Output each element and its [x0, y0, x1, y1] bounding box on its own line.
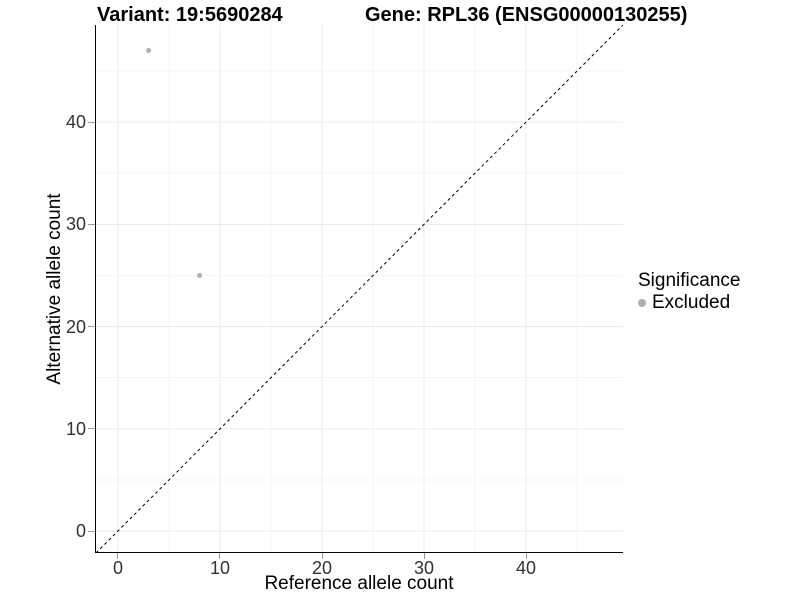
legend: Significance Excluded — [638, 270, 740, 313]
legend-title: Significance — [638, 270, 741, 291]
legend-item-excluded: Excluded — [638, 293, 740, 313]
x-tick-mark — [525, 553, 527, 559]
y-tick-mark — [88, 121, 95, 123]
legend-item-label: Excluded — [652, 292, 731, 313]
x-tick-label: 40 — [516, 558, 537, 578]
plot-canvas — [95, 25, 623, 553]
y-tick-mark — [88, 223, 95, 225]
y-axis-title: Alternative allele count — [44, 193, 65, 385]
x-tick-label: 20 — [311, 558, 333, 578]
x-tick-mark — [423, 553, 425, 559]
x-tick-label: 30 — [414, 558, 435, 578]
plot-panel — [95, 25, 623, 553]
y-tick-label: 10 — [65, 418, 86, 439]
x-tick-label: 10 — [209, 558, 230, 578]
x-tick-label: 0 — [112, 558, 123, 578]
y-tick-label: 0 — [75, 521, 86, 542]
y-tick-mark — [88, 530, 95, 532]
y-tick-label: 40 — [65, 112, 86, 133]
y-tick-label: 30 — [65, 214, 86, 235]
variant-title: Variant: 19:5690284 — [97, 4, 283, 26]
data-point — [146, 48, 152, 54]
y-tick-mark — [88, 428, 95, 430]
x-tick-mark — [117, 553, 119, 559]
y-tick-mark — [88, 326, 95, 328]
y-tick-label: 20 — [65, 316, 86, 337]
gene-title: Gene: RPL36 (ENSG00000130255) — [365, 4, 688, 26]
x-axis-title: Reference allele count — [264, 573, 454, 594]
x-tick-mark — [321, 553, 323, 559]
data-point — [197, 272, 203, 278]
identity-line — [95, 25, 623, 553]
x-tick-mark — [219, 553, 221, 559]
legend-key-dot — [638, 299, 646, 307]
